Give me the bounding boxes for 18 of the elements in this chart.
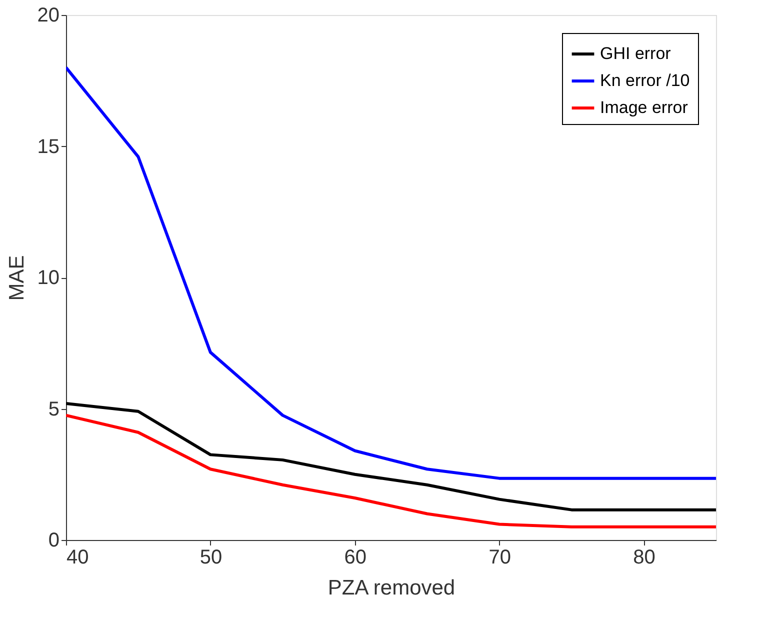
y-tick-label: 5 bbox=[48, 398, 60, 420]
legend-label: Image error bbox=[600, 98, 688, 117]
legend-label: Kn error /10 bbox=[600, 71, 690, 90]
line-series bbox=[66, 414, 716, 528]
x-tick-label: 70 bbox=[488, 546, 511, 568]
x-axis-title: PZA removed bbox=[328, 576, 456, 600]
line-series bbox=[66, 402, 716, 512]
y-tick-label: 15 bbox=[37, 136, 60, 158]
legend-label: GHI error bbox=[600, 44, 672, 63]
y-axis-title: MAE bbox=[5, 255, 28, 301]
x-tick-label: 50 bbox=[200, 546, 222, 568]
y-tick-label: 20 bbox=[37, 4, 60, 26]
y-tick-label: 10 bbox=[37, 267, 60, 289]
x-tick-label: 80 bbox=[633, 546, 656, 568]
line-series bbox=[66, 66, 716, 480]
y-tick-label: 0 bbox=[48, 530, 60, 552]
x-tick-label: 40 bbox=[66, 546, 89, 568]
x-tick-label: 60 bbox=[344, 546, 367, 568]
